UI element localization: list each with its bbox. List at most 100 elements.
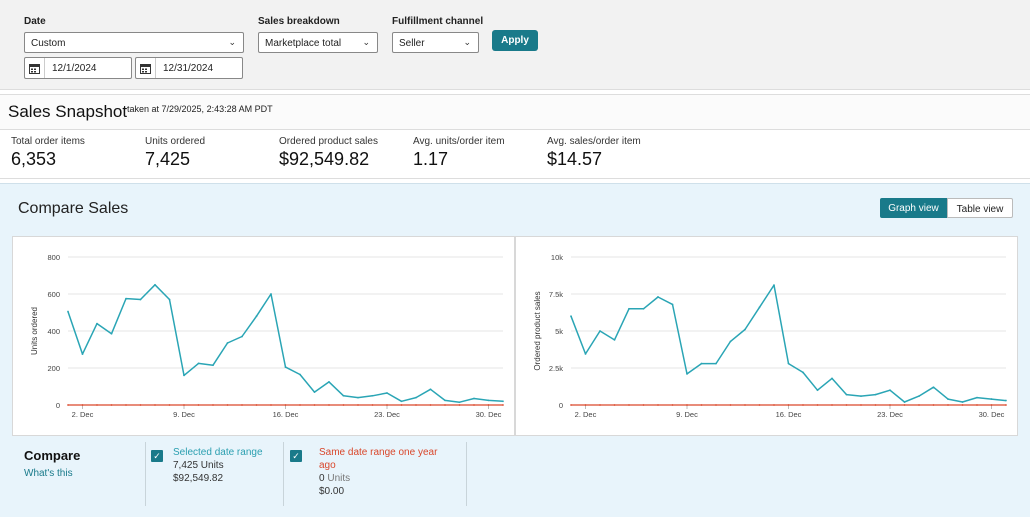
previous-year-point (802, 404, 804, 406)
previous-year-point (773, 404, 775, 406)
ordered-product-sales-chart-svg: 0 2.5k 5k 7.5k 10k 2. Dec 9. Dec 16. Dec 23. Dec… (533, 253, 1007, 419)
previous-year-point (671, 404, 674, 406)
selected-range-point (444, 399, 446, 402)
selected-range-point (386, 392, 388, 394)
selected-range-point (371, 394, 374, 397)
selected-range-point (570, 315, 572, 318)
previous-year-point (168, 404, 171, 406)
apply-button[interactable]: Apply (492, 30, 538, 51)
selected-range-point (932, 386, 935, 389)
selected-range-point (1005, 399, 1007, 402)
x-tick-label: 23. Dec (877, 410, 903, 419)
selected-range-point (773, 284, 775, 287)
selected-range-point (487, 399, 490, 402)
previous-year-point (947, 404, 949, 406)
compare-sales-title: Compare Sales (18, 200, 129, 217)
selected-range-point (947, 398, 949, 400)
y-axis-title: Ordered product sales (533, 291, 542, 370)
selected-range-series-line (570, 284, 1007, 403)
metric-label: Avg. sales/order item (547, 136, 641, 147)
metric-units-ordered: Units ordered 7,425 (145, 136, 205, 170)
chevron-down-icon: ⌄ (463, 37, 471, 47)
selected-range-point (357, 396, 359, 399)
end-date-input[interactable]: 12/31/2024 (135, 57, 243, 79)
calendar-icon[interactable] (136, 58, 156, 78)
previous-year-point (860, 404, 862, 406)
start-date-value: 12/1/2024 (52, 63, 97, 74)
calendar-icon[interactable] (25, 58, 45, 78)
selected-range-point (976, 396, 978, 399)
previous-year-point (613, 404, 616, 406)
y-tick-label: 2.5k (549, 364, 563, 373)
selected-range-point (903, 401, 906, 403)
selected-range-point (715, 362, 717, 365)
previous-year-label-line1: Same date range one year (319, 447, 438, 458)
fulfillment-channel-select[interactable]: Seller ⌄ (392, 32, 479, 53)
x-tick-label: 2. Dec (72, 410, 94, 419)
y-tick-label: 0 (559, 401, 563, 410)
previous-year-point (744, 404, 746, 406)
x-tick-label: 9. Dec (173, 410, 195, 419)
previous-year-point (125, 404, 127, 406)
previous-year-point (599, 404, 601, 406)
y-tick-label: 800 (47, 253, 60, 262)
date-range-select[interactable]: Custom ⌄ (24, 32, 244, 53)
selected-range-point (226, 342, 229, 344)
x-tick-label: 9. Dec (676, 410, 698, 419)
selected-range-point (197, 362, 200, 365)
legend-divider (145, 442, 146, 506)
fulfillment-channel-value: Seller (399, 38, 425, 49)
selected-range-point (874, 393, 877, 396)
selected-range-point (96, 322, 98, 325)
sales-snapshot-title: Sales Snapshot (8, 102, 128, 121)
selected-range-point (154, 283, 156, 286)
selected-range-sales: $92,549.82 (173, 473, 224, 484)
previous-year-point (961, 404, 964, 406)
sales-breakdown-label: Sales breakdown (258, 16, 340, 27)
ordered-product-sales-chart: 0 2.5k 5k 7.5k 10k 2. Dec 9. Dec 16. Dec 23. Dec… (515, 236, 1018, 436)
previous-year-checkbox[interactable]: ✓ (290, 450, 302, 462)
metric-label: Ordered product sales (279, 136, 378, 147)
x-tick-label: 2. Dec (575, 410, 597, 419)
graph-view-button[interactable]: Graph view (880, 198, 947, 218)
x-tick-label: 23. Dec (374, 410, 400, 419)
previous-year-point (502, 404, 504, 406)
selected-range-checkbox[interactable]: ✓ (151, 450, 163, 462)
selected-range-point (473, 397, 475, 400)
fulfillment-channel-label: Fulfillment channel (392, 16, 484, 27)
previous-year-point (284, 404, 287, 406)
compare-label: Compare (24, 448, 81, 463)
selected-range-point (744, 328, 746, 331)
previous-year-point (918, 404, 920, 406)
selected-range-point (686, 373, 688, 375)
previous-year-point (700, 404, 703, 406)
selected-range-units: 7,425 Units (173, 460, 224, 471)
previous-year-point (67, 404, 69, 406)
selected-range-point (299, 373, 301, 376)
y-tick-label: 10k (551, 253, 563, 262)
selected-range-point (584, 353, 587, 355)
selected-range-point (845, 393, 848, 396)
chevron-down-icon: ⌄ (362, 37, 370, 47)
selected-range-point (270, 293, 272, 295)
sales-breakdown-select[interactable]: Marketplace total ⌄ (258, 32, 378, 53)
metric-avg-sales-per-order-item: Avg. sales/order item $14.57 (547, 136, 641, 170)
table-view-button[interactable]: Table view (947, 198, 1013, 218)
metric-label: Total order items (11, 136, 85, 147)
snapshot-metrics: Total order items 6,353 Units ordered 7,… (0, 131, 1030, 179)
previous-year-sales: $0.00 (319, 486, 345, 497)
previous-year-point (270, 404, 272, 406)
previous-year-point (342, 404, 345, 406)
metric-value: 1.17 (413, 149, 449, 169)
date-label: Date (24, 16, 46, 27)
selected-range-point (599, 330, 601, 332)
whats-this-link[interactable]: What's this (24, 468, 73, 479)
selected-range-point (183, 374, 185, 377)
previous-year-point (473, 404, 475, 406)
start-date-input[interactable]: 12/1/2024 (24, 57, 132, 79)
previous-year-point (889, 404, 891, 406)
previous-year-point (642, 404, 645, 406)
previous-year-point (212, 404, 214, 406)
selected-range-point (168, 298, 171, 301)
y-axis-title: Units ordered (30, 307, 39, 355)
